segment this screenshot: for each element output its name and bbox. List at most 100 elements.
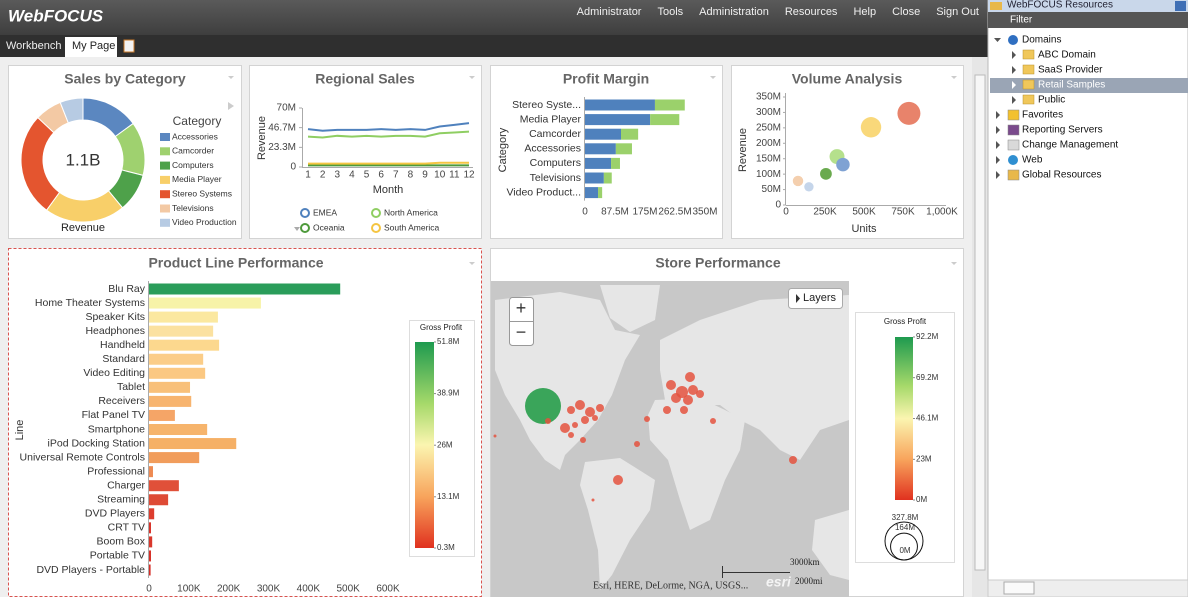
map-bubble[interactable] (644, 416, 650, 422)
map-bubble[interactable] (592, 499, 595, 502)
map-bubble[interactable] (580, 437, 586, 443)
bar[interactable] (149, 424, 207, 435)
menu-item[interactable]: Close (892, 6, 920, 18)
map-bubble[interactable] (696, 390, 704, 398)
tab-active[interactable]: My Page (72, 40, 115, 52)
map-bubble[interactable] (680, 406, 688, 414)
bar[interactable] (149, 382, 190, 393)
map-bubble[interactable] (572, 422, 578, 428)
category-label: Flat Panel TV (82, 409, 145, 421)
y-tick-label: 200M (756, 138, 781, 149)
tree-item[interactable]: Global Resources (1022, 170, 1101, 181)
legend-marker (301, 224, 309, 232)
tree-item[interactable]: Reporting Servers (1022, 125, 1103, 136)
point[interactable] (897, 102, 920, 125)
menu-item[interactable]: Help (853, 6, 876, 18)
menu-item[interactable]: Administration (699, 6, 769, 18)
point[interactable] (820, 168, 832, 180)
menu-item[interactable]: Administrator (577, 6, 642, 18)
map-bubble[interactable] (663, 406, 671, 414)
close-button[interactable] (1175, 1, 1186, 11)
y-tick-label: 46.7M (268, 122, 296, 133)
tree-icon (1008, 155, 1018, 165)
map-bubble[interactable] (666, 380, 676, 390)
bar[interactable] (149, 298, 261, 309)
legend-title: Gross Profit (420, 323, 463, 332)
bar[interactable] (149, 522, 151, 533)
map-bubble[interactable] (545, 418, 551, 424)
legend-item[interactable]: EMEA (313, 207, 337, 217)
bar-segment (585, 129, 621, 140)
map-bubble[interactable] (683, 395, 693, 405)
zoom-in[interactable]: + (516, 298, 527, 318)
map-bubble[interactable] (525, 388, 561, 424)
bar[interactable] (149, 466, 153, 477)
bar[interactable] (149, 480, 179, 491)
bar[interactable] (149, 438, 236, 449)
map-bubble[interactable] (575, 400, 585, 410)
legend-item[interactable]: Oceania (313, 222, 345, 232)
bar-segment (585, 100, 655, 111)
tree-item[interactable]: Change Management (1022, 140, 1118, 151)
x-tick-label: 200K (217, 584, 241, 595)
tab-bar (0, 35, 988, 57)
map-bubble[interactable] (592, 415, 598, 421)
map-bubble[interactable] (634, 441, 640, 447)
menu-item[interactable]: Sign Out (936, 6, 979, 18)
layers-label[interactable]: Layers (803, 292, 837, 304)
bar[interactable] (149, 354, 203, 365)
zoom-out[interactable]: − (516, 322, 527, 342)
map-bubble[interactable] (710, 418, 716, 424)
map[interactable] (491, 281, 849, 597)
new-tab-icon[interactable] (124, 40, 134, 52)
bar[interactable] (149, 284, 340, 295)
map-bubble[interactable] (613, 475, 623, 485)
bar[interactable] (149, 410, 175, 421)
color-scale (895, 337, 913, 500)
map-bubble[interactable] (494, 435, 497, 438)
tree-item[interactable]: ABC Domain (1038, 50, 1096, 61)
tree-item[interactable]: Favorites (1022, 110, 1063, 121)
bar[interactable] (149, 340, 219, 351)
tab[interactable]: Workbench (6, 40, 61, 52)
bar[interactable] (149, 368, 205, 379)
tree-item[interactable]: SaaS Provider (1038, 65, 1103, 76)
map-bubble[interactable] (581, 416, 589, 424)
bar-segment (655, 100, 685, 111)
legend-item[interactable]: South America (384, 222, 440, 232)
legend-item[interactable]: North America (384, 207, 438, 217)
menu-item[interactable]: Resources (785, 6, 838, 18)
map-bubble[interactable] (789, 456, 797, 464)
bar[interactable] (149, 396, 191, 407)
bar[interactable] (149, 508, 154, 519)
bar[interactable] (149, 565, 151, 576)
legend-item: Computers (172, 160, 214, 170)
bar[interactable] (149, 550, 151, 561)
panel-title: Product Line Performance (148, 255, 323, 271)
map-bubble[interactable] (567, 406, 575, 414)
h-scroll-thumb[interactable] (1004, 582, 1034, 594)
point[interactable] (793, 176, 803, 186)
filter-label[interactable]: Filter (1010, 15, 1033, 26)
map-bubble[interactable] (685, 372, 695, 382)
tree-item[interactable]: Retail Samples (1038, 80, 1105, 91)
tree-item[interactable]: Public (1038, 95, 1065, 106)
menu-item[interactable]: Tools (657, 6, 683, 18)
scroll-thumb[interactable] (975, 75, 985, 570)
tree-item[interactable]: Domains (1022, 35, 1061, 46)
bar[interactable] (149, 452, 199, 463)
bar[interactable] (149, 312, 218, 323)
point[interactable] (861, 117, 881, 137)
tree-item[interactable]: Web (1022, 155, 1043, 166)
map-bubble[interactable] (560, 423, 570, 433)
x-tick-label: 12 (463, 170, 475, 181)
map-bubble[interactable] (596, 404, 604, 412)
legend-swatch (160, 205, 170, 213)
point[interactable] (804, 182, 813, 191)
bar[interactable] (149, 326, 213, 337)
map-bubble[interactable] (568, 432, 574, 438)
category-label: Video Product... (506, 186, 581, 198)
point[interactable] (836, 158, 849, 171)
bar[interactable] (149, 494, 168, 505)
bar[interactable] (149, 536, 152, 547)
